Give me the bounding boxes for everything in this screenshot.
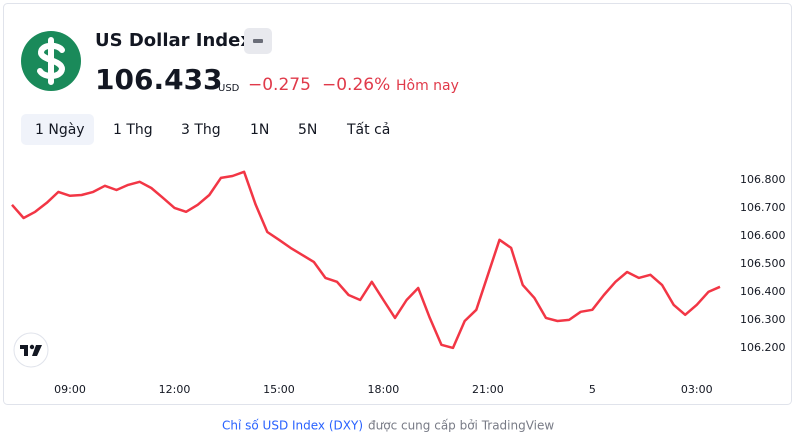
x-tick-label: 09:00 bbox=[54, 383, 86, 396]
y-tick-label: 106.800 bbox=[740, 173, 786, 186]
source-text: được cung cấp bởi TradingView bbox=[368, 419, 554, 433]
y-tick-label: 106.600 bbox=[740, 229, 786, 242]
plot: 106.200 106.300 106.400 106.500 106.600 106.7… bbox=[11, 170, 786, 396]
tab[interactable]: 3 Thg bbox=[181, 122, 221, 138]
y-tick-label: 106.200 bbox=[740, 341, 786, 354]
tab-selected-bg bbox=[21, 114, 94, 145]
change: −0.275 bbox=[248, 75, 311, 95]
dollar-glyph bbox=[37, 37, 66, 85]
period: Hôm nay bbox=[396, 78, 459, 94]
widget-frame bbox=[3, 3, 792, 405]
y-tick-label: 106.300 bbox=[740, 313, 786, 326]
tabs: 1 Ngày 1 Thg 3 Thg 1N 5N Tất cả bbox=[35, 122, 390, 138]
tab[interactable]: 5N bbox=[298, 122, 317, 138]
tab[interactable]: Tất cả bbox=[346, 122, 390, 138]
x-tick-label: 15:00 bbox=[263, 383, 295, 396]
x-tick-label: 12:00 bbox=[159, 383, 191, 396]
tab[interactable]: 1N bbox=[250, 122, 269, 138]
symbol-name: US Dollar Index bbox=[95, 30, 252, 51]
x-tick-label: 18:00 bbox=[368, 383, 400, 396]
badge-glyph bbox=[253, 39, 263, 43]
y-tick-label: 106.400 bbox=[740, 285, 786, 298]
change-percent: −0.26% bbox=[322, 75, 390, 95]
tab[interactable]: 1 Ngày bbox=[35, 122, 85, 138]
x-tick-label: 5 bbox=[589, 383, 596, 396]
y-tick-label: 106.700 bbox=[740, 201, 786, 214]
tradingview-logo[interactable] bbox=[13, 332, 49, 368]
y-tick-label: 106.500 bbox=[740, 257, 786, 270]
source-link[interactable]: Chỉ số USD Index (DXY) bbox=[222, 419, 363, 433]
tab[interactable]: 1 Thg bbox=[113, 122, 153, 138]
x-tick-label: 03:00 bbox=[681, 383, 713, 396]
currency: USD bbox=[218, 83, 240, 94]
price: 106.433 bbox=[95, 63, 223, 96]
price-line bbox=[11, 170, 721, 350]
x-tick-label: 21:00 bbox=[472, 383, 504, 396]
